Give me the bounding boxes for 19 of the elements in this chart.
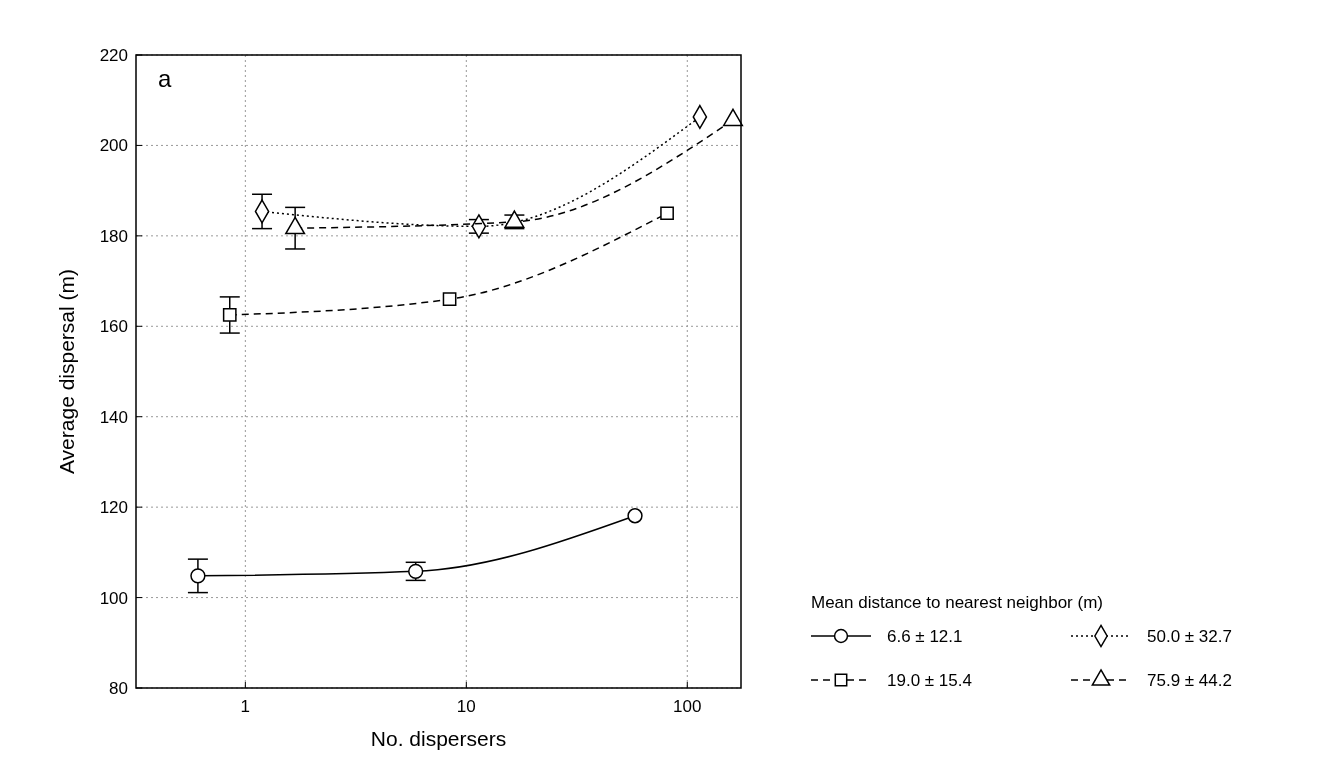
- legend-label: 75.9 ± 44.2: [1147, 671, 1232, 690]
- annotation: a: [158, 65, 172, 92]
- x-tick-label: 1: [240, 697, 251, 716]
- x-tick-label: 100: [673, 697, 702, 716]
- legend-label: 50.0 ± 32.7: [1147, 627, 1232, 646]
- y-tick-label: 140: [99, 407, 128, 427]
- y-tick-label: 180: [99, 226, 128, 246]
- y-tick-label: 120: [99, 498, 128, 518]
- y-tick-label: 160: [99, 317, 128, 337]
- legend-label: 19.0 ± 15.4: [887, 671, 972, 690]
- legend-title: Mean distance to nearest neighbor (m): [811, 593, 1103, 612]
- x-axis-title: No. dispersers: [370, 727, 507, 750]
- y-tick-label: 220: [99, 46, 128, 65]
- y-tick-label: 80: [109, 679, 128, 698]
- legend-label: 6.6 ± 12.1: [887, 627, 963, 646]
- y-tick-label: 100: [99, 588, 128, 608]
- y-tick-label: 200: [99, 136, 128, 156]
- y-axis-title: Average dispersal (m): [55, 268, 78, 475]
- x-tick-label: 10: [456, 697, 476, 716]
